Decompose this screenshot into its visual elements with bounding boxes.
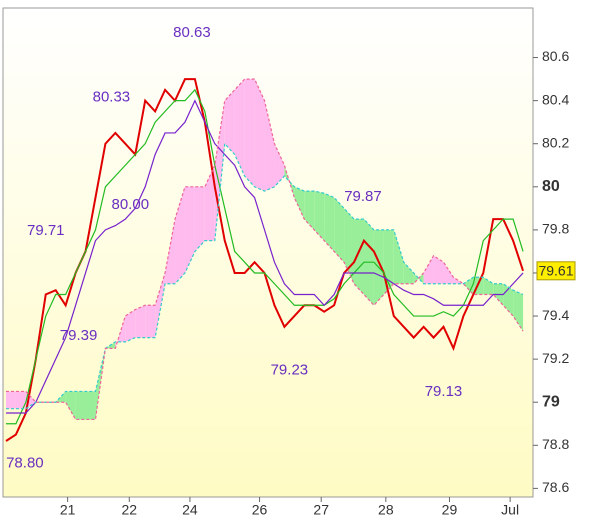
cloud-segment (204, 165, 215, 241)
y-tick-label: 79 (542, 393, 560, 410)
cloud-segment (194, 186, 205, 252)
cloud-segment (85, 391, 96, 420)
cloud-segment (135, 305, 146, 338)
cloud-segment (324, 193, 335, 252)
cloud-segment (274, 143, 285, 187)
x-tick-label: 27 (313, 502, 329, 518)
x-tick-label: 26 (252, 502, 268, 518)
cloud-segment (294, 186, 305, 220)
y-tick-label: 80.6 (542, 48, 569, 64)
cloud-segment (125, 309, 136, 342)
cloud-segment (393, 229, 404, 284)
last-price-badge (536, 261, 576, 281)
x-tick-label: 24 (182, 502, 198, 518)
cloud-segment (105, 341, 116, 349)
plot-area (2, 7, 534, 498)
indicator-line (5, 142, 524, 410)
indicator-line (5, 99, 524, 414)
annotation: 79.23 (271, 362, 309, 379)
cloud-segment (483, 277, 494, 295)
annotation: 79.87 (344, 188, 382, 205)
indicator-line (5, 78, 524, 421)
last-price-label: 79.61 (538, 263, 573, 279)
cloud-segment (65, 391, 76, 420)
cloud-segment (423, 255, 434, 284)
cloud-segment (334, 197, 345, 263)
cloud-segment (15, 391, 26, 409)
cloud-segment (234, 79, 245, 177)
cloud-segment (304, 191, 315, 230)
annotation: 80.63 (173, 24, 211, 41)
cloud-segment (175, 186, 185, 284)
cloud-segment (75, 391, 86, 420)
x-tick-label: 21 (60, 502, 76, 518)
cloud-segment (403, 262, 414, 284)
x-tick-label: 22 (121, 502, 137, 518)
cloud-segment (314, 191, 325, 241)
x-tick-label: 28 (378, 502, 394, 518)
cloud-segment (184, 186, 195, 273)
cloud-segment (254, 79, 265, 192)
y-tick-label: 79.8 (542, 221, 569, 237)
y-tick-label: 78.8 (542, 436, 569, 452)
annotation: 79.71 (27, 222, 65, 239)
annotation: 80.33 (93, 89, 131, 106)
annotation: 79.39 (60, 327, 98, 344)
annotation: 80.00 (112, 196, 150, 213)
y-tick-label: 80.2 (542, 134, 569, 150)
cloud-segment (284, 165, 295, 198)
cloud-segment (145, 305, 156, 338)
cloud-segment (354, 219, 364, 295)
y-tick-label: 78.6 (542, 479, 569, 495)
annotation: 78.80 (6, 454, 44, 471)
annotation: 79.13 (425, 383, 463, 400)
y-tick-label: 80 (542, 178, 560, 195)
cloud-segment (5, 391, 16, 409)
cloud-segment (224, 89, 235, 155)
y-tick-label: 80.4 (542, 91, 569, 107)
x-tick-label: Jul (501, 502, 519, 518)
cloud-segment (433, 255, 444, 284)
cloud-segment (115, 316, 126, 349)
x-tick-label: 29 (442, 502, 458, 518)
cloud-segment (155, 272, 166, 338)
indicator-line (5, 88, 524, 425)
cloud-segment (443, 262, 454, 284)
cloud-segment (165, 219, 176, 284)
cloud-segment (513, 290, 524, 332)
y-tick-label: 79.2 (542, 350, 569, 366)
cloud-segment (244, 79, 255, 187)
y-tick-label: 79.4 (542, 307, 569, 323)
cloud-segment (264, 100, 275, 192)
